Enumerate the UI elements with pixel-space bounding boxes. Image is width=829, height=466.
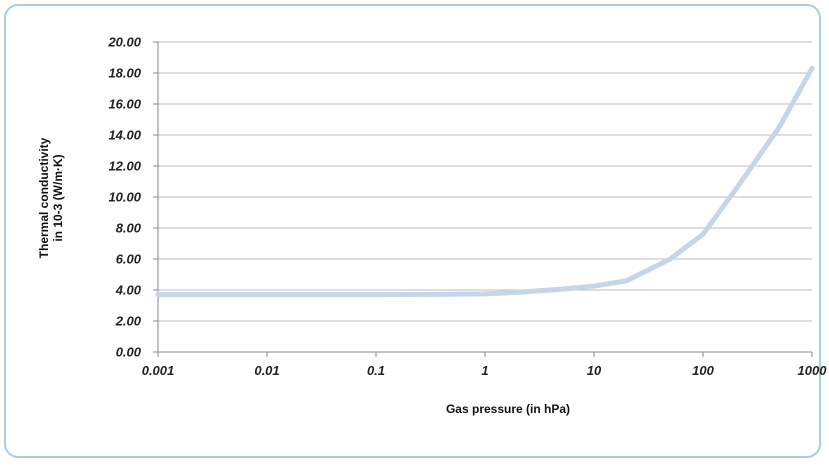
x-axis-title: Gas pressure (in hPa)	[446, 402, 570, 416]
y-tick-label-3: 6.00	[116, 252, 142, 267]
y-axis-title: Thermal conductivity in 10-3 (W/m·K)	[37, 137, 65, 258]
x-tick-label-4: 10	[587, 363, 602, 378]
y-axis-title-line-1: Thermal conductivity	[37, 137, 51, 258]
y-axis-title-line-2: in 10-3 (W/m·K)	[51, 154, 65, 241]
y-tick-label-10: 20.00	[107, 35, 141, 50]
y-tick-label-7: 14.00	[108, 128, 141, 143]
chart-frame	[4, 4, 821, 458]
grid-lines	[158, 41, 812, 353]
y-tick-label-0: 0.00	[116, 345, 142, 360]
series-line-0	[155, 65, 815, 298]
y-tick-label-4: 8.00	[116, 221, 142, 236]
y-tick-label-5: 10.00	[108, 190, 141, 205]
x-axis: 0.001 0.01 0.1 1 10 100 1000	[142, 352, 828, 378]
x-tick-label-6: 1000	[798, 363, 828, 378]
x-tick-label-0: 0.001	[142, 363, 175, 378]
x-tick-label-1: 0.01	[254, 363, 279, 378]
x-tick-label-2: 0.1	[367, 363, 385, 378]
y-tick-label-8: 16.00	[108, 97, 141, 112]
y-tick-label-6: 12.00	[108, 159, 141, 174]
y-tick-label-9: 18.00	[108, 66, 141, 81]
y-tick-label-1: 2.00	[115, 314, 142, 329]
x-tick-label-5: 100	[692, 363, 714, 378]
series-group	[155, 65, 815, 298]
x-tick-label-3: 1	[481, 363, 488, 378]
y-axis-ticks: 0.00 2.00 4.00 6.00 8.00 10.00 12.00 14.00 16.00…	[107, 35, 159, 360]
y-tick-label-2: 4.00	[115, 283, 142, 298]
